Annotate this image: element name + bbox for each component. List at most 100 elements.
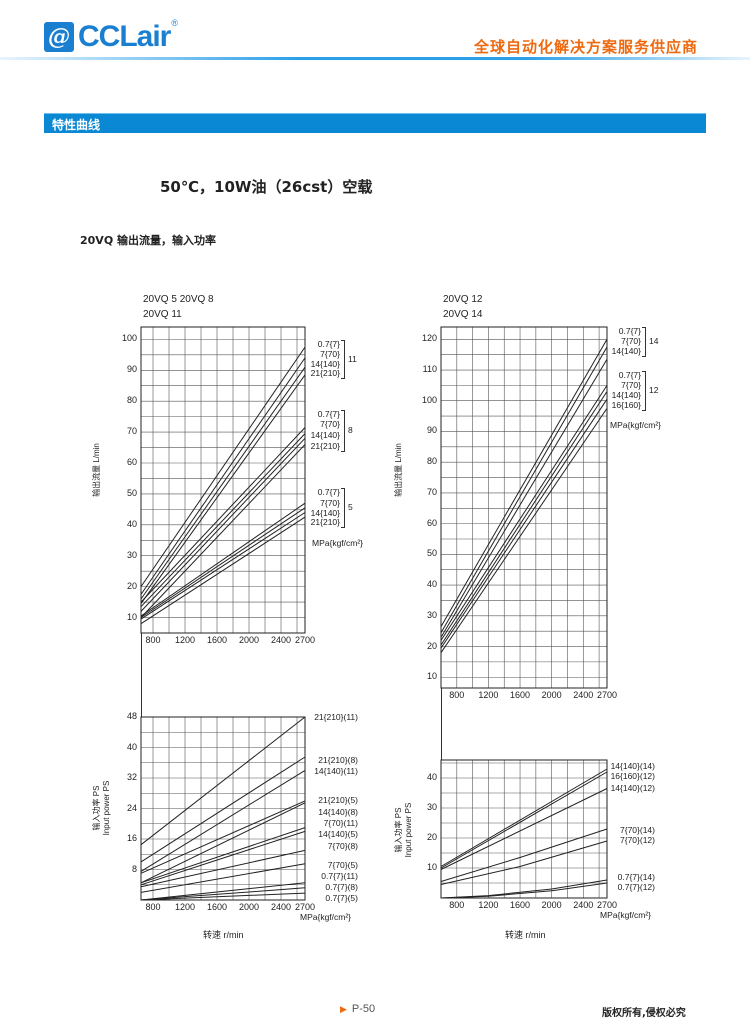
registered-mark: ® bbox=[171, 18, 178, 28]
right-power-plot bbox=[440, 759, 608, 899]
series-label: 14{140}(12) bbox=[610, 783, 655, 793]
series-line-4 bbox=[440, 391, 608, 646]
left-xlabel: 转速 r/min bbox=[203, 930, 244, 940]
series-line-8 bbox=[140, 863, 306, 893]
pressure-label: 21{210} bbox=[310, 517, 340, 527]
y-tick-label: 20 bbox=[426, 640, 437, 651]
series-label: 7{70}(5) bbox=[327, 860, 358, 870]
y-tick-label: 10 bbox=[426, 862, 437, 872]
x-tick-label: 2700 bbox=[596, 690, 618, 700]
y-tick-label: 70 bbox=[426, 486, 437, 497]
series-label: 21{210}(11) bbox=[314, 712, 358, 722]
series-line-0 bbox=[140, 346, 306, 587]
x-tick-label: 800 bbox=[449, 900, 465, 910]
right-flow-plot bbox=[440, 326, 608, 689]
series-line-11 bbox=[140, 892, 306, 901]
model-group-label: 5 bbox=[348, 502, 353, 512]
pressure-label: 14{140} bbox=[310, 508, 340, 518]
series-label: 0.7{7}(12) bbox=[617, 882, 655, 892]
series-line-6 bbox=[440, 408, 608, 653]
pressure-label: 14{140} bbox=[310, 359, 340, 369]
ylabel-cn: 输入功率 PS bbox=[92, 785, 101, 831]
series-line-3 bbox=[140, 374, 306, 604]
x-tick-label: 2400 bbox=[573, 900, 594, 910]
pressure-label: 7{70} bbox=[621, 336, 641, 346]
y-tick-label: 100 bbox=[421, 394, 437, 405]
x-tick-label: 2000 bbox=[238, 635, 260, 645]
x-tick-label: 1200 bbox=[174, 902, 196, 912]
unit-label: MPa{kgf/cm²} bbox=[312, 538, 364, 548]
series-label: 0.7{7}(14) bbox=[617, 872, 655, 882]
pressure-label: 21{210} bbox=[310, 441, 340, 451]
page-number: ▶ P-50 bbox=[340, 1003, 375, 1015]
y-tick-label: 24 bbox=[126, 802, 137, 813]
series-label: 14{140}(14) bbox=[610, 761, 655, 771]
group-bracket bbox=[642, 371, 646, 411]
series-line-1 bbox=[140, 756, 306, 863]
y-tick-label: 40 bbox=[126, 518, 137, 529]
series-line-8 bbox=[140, 502, 306, 617]
series-label: 7{70}(14) bbox=[620, 825, 655, 835]
page-number-text: P-50 bbox=[351, 1003, 376, 1015]
model-group-label: 12 bbox=[649, 385, 659, 395]
x-tick-label: 800 bbox=[449, 690, 465, 700]
y-tick-label: 80 bbox=[126, 395, 137, 406]
x-tick-label: 800 bbox=[145, 635, 161, 645]
plot-frame bbox=[140, 716, 306, 901]
y-tick-label: 60 bbox=[426, 517, 437, 528]
group-bracket bbox=[642, 327, 646, 357]
series-line-1 bbox=[140, 357, 306, 595]
pressure-label: 7{70} bbox=[320, 498, 340, 508]
series-line-7 bbox=[140, 849, 306, 888]
y-tick-label: 100 bbox=[121, 333, 137, 344]
series-line-4 bbox=[140, 802, 306, 884]
series-line-11 bbox=[140, 516, 306, 625]
y-tick-label: 50 bbox=[426, 548, 437, 559]
series-line-0 bbox=[440, 768, 608, 867]
pressure-label: 7{70} bbox=[621, 380, 641, 390]
series-line-5 bbox=[140, 827, 306, 884]
y-tick-label: 30 bbox=[126, 549, 137, 560]
x-tick-label: 2700 bbox=[596, 900, 618, 910]
series-label: 21{210}(5) bbox=[318, 795, 358, 805]
right-xlabel: 转速 r/min bbox=[505, 930, 546, 940]
y-tick-label: 110 bbox=[422, 364, 437, 374]
series-line-0 bbox=[140, 716, 306, 846]
series-line-6 bbox=[440, 882, 608, 899]
x-tick-label: 800 bbox=[145, 902, 161, 912]
pressure-label: 0.7{7} bbox=[618, 370, 641, 380]
series-label: 0.7{7}(11) bbox=[321, 871, 358, 881]
x-tick-label: 2000 bbox=[541, 690, 562, 700]
x-tick-label: 1200 bbox=[174, 635, 196, 645]
x-tick-label: 2400 bbox=[270, 635, 292, 645]
model-group-label: 14 bbox=[649, 336, 659, 346]
unit-label: MPa{kgf/cm²} bbox=[300, 912, 352, 922]
series-label: 14{140}(5) bbox=[318, 829, 358, 839]
x-tick-label: 2400 bbox=[270, 902, 292, 912]
series-label: 7{70}(11) bbox=[323, 818, 358, 828]
pressure-label: 21{210} bbox=[310, 368, 340, 378]
series-line-4 bbox=[140, 427, 306, 603]
y-tick-label: 40 bbox=[426, 579, 437, 590]
x-tick-label: 2000 bbox=[541, 900, 562, 910]
y-tick-label: 60 bbox=[126, 457, 137, 467]
y-tick-label: 30 bbox=[426, 802, 437, 812]
axis-connector bbox=[141, 633, 142, 717]
x-tick-label: 1600 bbox=[206, 902, 228, 912]
left-models: 20VQ 5 20VQ 8 20VQ 11 bbox=[143, 292, 214, 322]
model-label: 20VQ 14 bbox=[443, 309, 483, 320]
series-line-0 bbox=[440, 339, 608, 627]
left-flow-plot bbox=[140, 326, 306, 634]
unit-label: MPa{kgf/cm²} bbox=[610, 420, 662, 430]
pressure-label: 14{140} bbox=[310, 430, 340, 440]
y-tick-label: 40 bbox=[426, 772, 437, 782]
series-label: 16{160}(12) bbox=[610, 771, 655, 781]
series-line-5 bbox=[140, 433, 306, 608]
x-tick-label: 1600 bbox=[510, 690, 531, 700]
pressure-label: 14{140} bbox=[611, 346, 641, 356]
y-tick-label: 16 bbox=[126, 833, 137, 843]
left-power-ylabel: 输入功率 PS Input power PS bbox=[92, 768, 112, 848]
pressure-label: 14{140} bbox=[611, 390, 641, 400]
model-group-label: 8 bbox=[348, 425, 353, 435]
model-label: 20VQ 12 bbox=[443, 294, 483, 305]
